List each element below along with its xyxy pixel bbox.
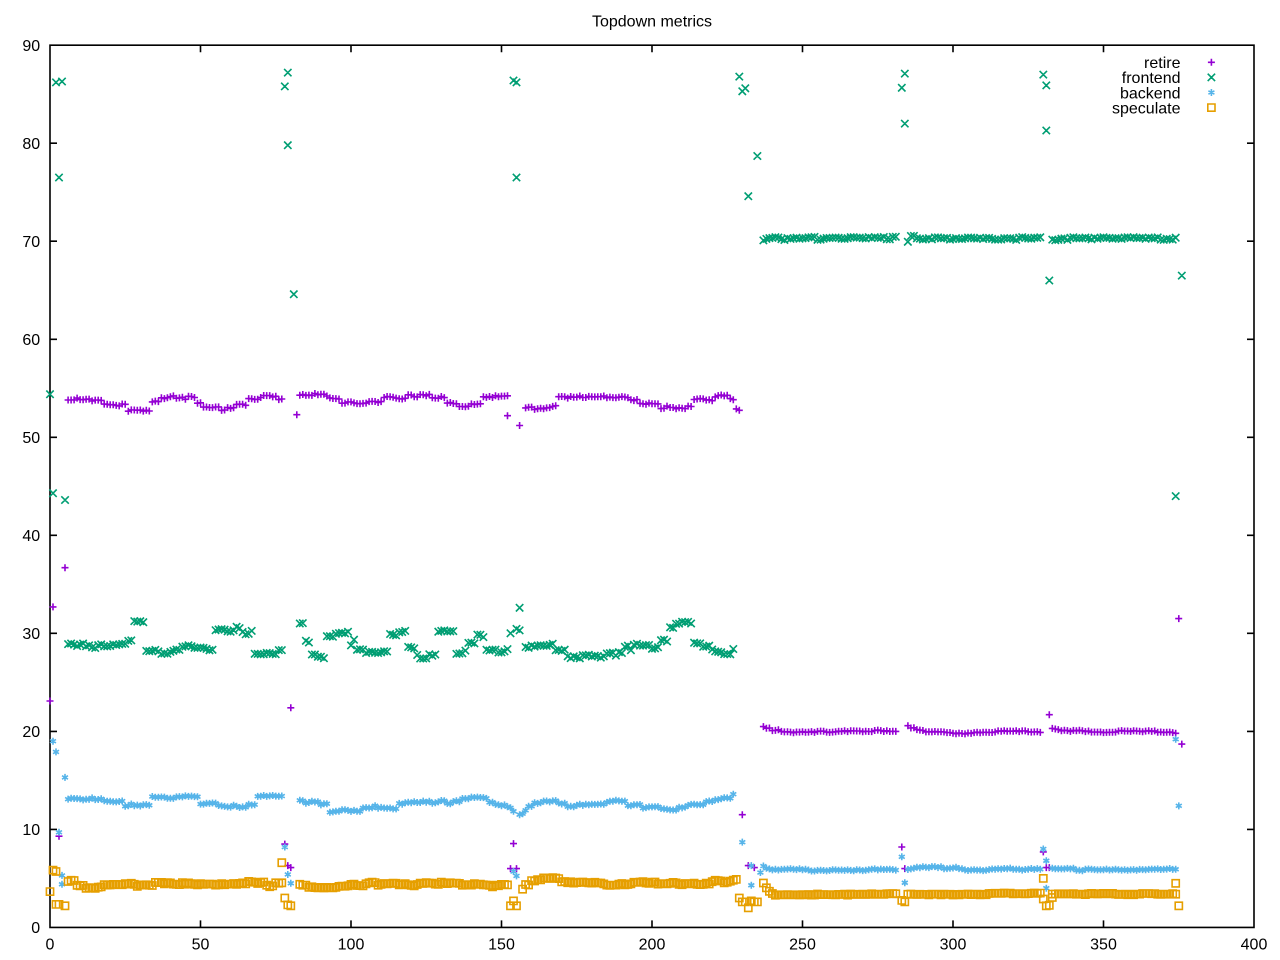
svg-text:20: 20 [22,724,40,741]
svg-text:50: 50 [22,430,40,447]
svg-text:400: 400 [1241,936,1268,953]
svg-text:100: 100 [338,936,365,953]
svg-text:90: 90 [22,38,40,55]
svg-text:350: 350 [1090,936,1117,953]
svg-text:Topdown metrics: Topdown metrics [592,14,712,31]
svg-text:50: 50 [192,936,210,953]
svg-text:retire: retire [1144,55,1181,72]
svg-text:speculate: speculate [1112,100,1181,117]
svg-text:40: 40 [22,528,40,545]
svg-text:70: 70 [22,234,40,251]
svg-text:0: 0 [46,936,55,953]
svg-text:80: 80 [22,136,40,153]
svg-text:0: 0 [31,920,40,937]
svg-text:10: 10 [22,822,40,839]
svg-text:300: 300 [940,936,967,953]
svg-text:250: 250 [789,936,816,953]
svg-text:200: 200 [639,936,666,953]
svg-text:150: 150 [488,936,515,953]
svg-text:30: 30 [22,626,40,643]
svg-text:frontend: frontend [1122,70,1181,87]
svg-text:backend: backend [1120,85,1181,102]
svg-text:60: 60 [22,332,40,349]
